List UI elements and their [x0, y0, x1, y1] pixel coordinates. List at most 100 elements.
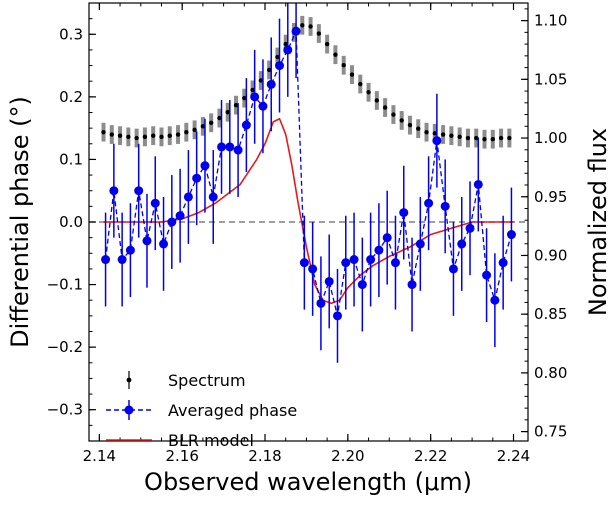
spectrum-point — [316, 31, 322, 36]
averaged-phase-point — [432, 136, 442, 146]
spectrum-point — [382, 105, 388, 110]
averaged-phase-point — [183, 192, 193, 202]
y-right-tick-label: 0.85 — [534, 305, 567, 323]
legend: Spectrum Averaged phase BLR model — [106, 371, 297, 450]
averaged-phase-point — [332, 311, 342, 321]
x-tick-label: 2.14 — [83, 447, 116, 465]
spectrum-point — [200, 124, 206, 129]
averaged-phase-series — [101, 3, 516, 363]
averaged-phase-point — [390, 258, 400, 268]
spectrum-point — [175, 132, 181, 137]
x-axis-label: Observed wavelength (μm) — [144, 468, 472, 496]
spectrum-point — [308, 24, 313, 29]
averaged-phase-line — [104, 30, 513, 317]
spectrum-point — [233, 102, 239, 108]
averaged-phase-point — [357, 280, 367, 290]
averaged-phase-point — [324, 276, 334, 286]
spectrum-point — [498, 135, 504, 141]
y-right-tick-label: 0.90 — [534, 246, 567, 264]
y-left-tick-label: −0.3 — [47, 401, 83, 419]
averaged-phase-point — [440, 201, 450, 211]
averaged-phase-point — [316, 298, 326, 308]
spectrum-point — [399, 118, 404, 123]
spectrum-point — [507, 135, 512, 141]
spectrum-point — [225, 110, 230, 115]
spectrum-point — [333, 52, 338, 57]
averaged-phase-point — [142, 236, 152, 246]
spectrum-point — [242, 95, 247, 101]
spectrum-point — [440, 132, 446, 137]
averaged-phase-point — [415, 239, 425, 249]
spectrum-point — [184, 129, 189, 135]
y-left-tick-label: 0.0 — [59, 213, 83, 231]
spectrum-point — [374, 98, 380, 103]
averaged-phase-point — [134, 186, 144, 196]
averaged-phase-point — [283, 45, 293, 55]
spectrum-point — [490, 137, 495, 142]
axis-ticks: 2.14 2.16 2.18 2.20 2.22 2.24 −0.3 −0.2 −0.1 0.0 0… — [47, 2, 567, 465]
y-right-tick-label: 0.80 — [534, 364, 567, 382]
legend-item-averaged-phase: Averaged phase — [106, 400, 297, 420]
spectrum-point — [358, 81, 363, 87]
spectrum-point — [416, 126, 421, 131]
averaged-phase-point — [192, 173, 202, 183]
y-left-tick-label: 0.1 — [59, 150, 83, 168]
spectrum-point — [150, 133, 156, 138]
x-tick-label: 2.20 — [331, 447, 364, 465]
y-right-tick-label: 1.05 — [534, 70, 567, 88]
legend-item-blr-model: BLR model — [106, 431, 254, 450]
spectrum-point — [266, 67, 272, 73]
spectrum-point — [283, 41, 288, 47]
averaged-phase-point — [506, 230, 516, 240]
y-left-tick-label: 0.2 — [59, 88, 83, 106]
averaged-phase-point — [175, 211, 185, 221]
averaged-phase-point — [482, 270, 492, 280]
averaged-phase-point — [457, 239, 467, 249]
x-tick-label: 2.16 — [165, 447, 198, 465]
averaged-phase-point — [241, 120, 251, 130]
y-right-tick-label: 0.95 — [534, 188, 567, 206]
averaged-phase-point — [250, 92, 260, 102]
spectrum-point — [424, 129, 429, 135]
averaged-phase-point — [266, 79, 276, 89]
averaged-phase-point — [465, 223, 475, 233]
spectrum-point — [192, 127, 197, 133]
averaged-phase-point — [258, 101, 268, 111]
averaged-phase-point — [167, 217, 177, 227]
averaged-phase-point — [200, 161, 210, 171]
averaged-phase-point — [233, 145, 243, 155]
spectrum-point — [324, 41, 330, 47]
averaged-phase-point — [101, 255, 111, 265]
legend-spectrum-label: Spectrum — [168, 371, 246, 390]
averaged-phase-point — [473, 179, 483, 189]
spectrum-point — [142, 134, 148, 140]
spectrum-point — [407, 122, 413, 128]
averaged-phase-point — [299, 258, 309, 268]
spectrum-point — [117, 133, 123, 138]
y-left-tick-label: −0.1 — [47, 276, 83, 294]
averaged-phase-point — [308, 264, 318, 274]
averaged-phase-point — [399, 208, 409, 218]
x-tick-label: 2.24 — [497, 447, 530, 465]
averaged-phase-point — [341, 258, 351, 268]
spectrum-point — [275, 54, 280, 60]
averaged-phase-point — [275, 61, 285, 71]
spectrum-point — [482, 137, 487, 142]
spectrum-point — [465, 135, 471, 141]
spectrum-point — [250, 87, 255, 93]
averaged-phase-point — [109, 186, 119, 196]
averaged-phase-point — [291, 26, 301, 36]
averaged-phase-point — [382, 233, 392, 243]
y-left-tick-label: −0.2 — [47, 338, 83, 356]
legend-averaged-phase-marker — [124, 405, 134, 415]
averaged-phase-point — [225, 142, 235, 152]
spectrum-series — [101, 15, 512, 149]
averaged-phase-point — [125, 245, 135, 255]
spectrum-point — [474, 135, 479, 141]
averaged-phase-point — [424, 198, 434, 208]
spectrum-point — [167, 133, 172, 138]
y-right-tick-label: 1.00 — [534, 129, 567, 147]
spectrum-point — [101, 129, 106, 135]
spectrum-point — [391, 112, 396, 117]
spectrum-point — [126, 134, 131, 140]
